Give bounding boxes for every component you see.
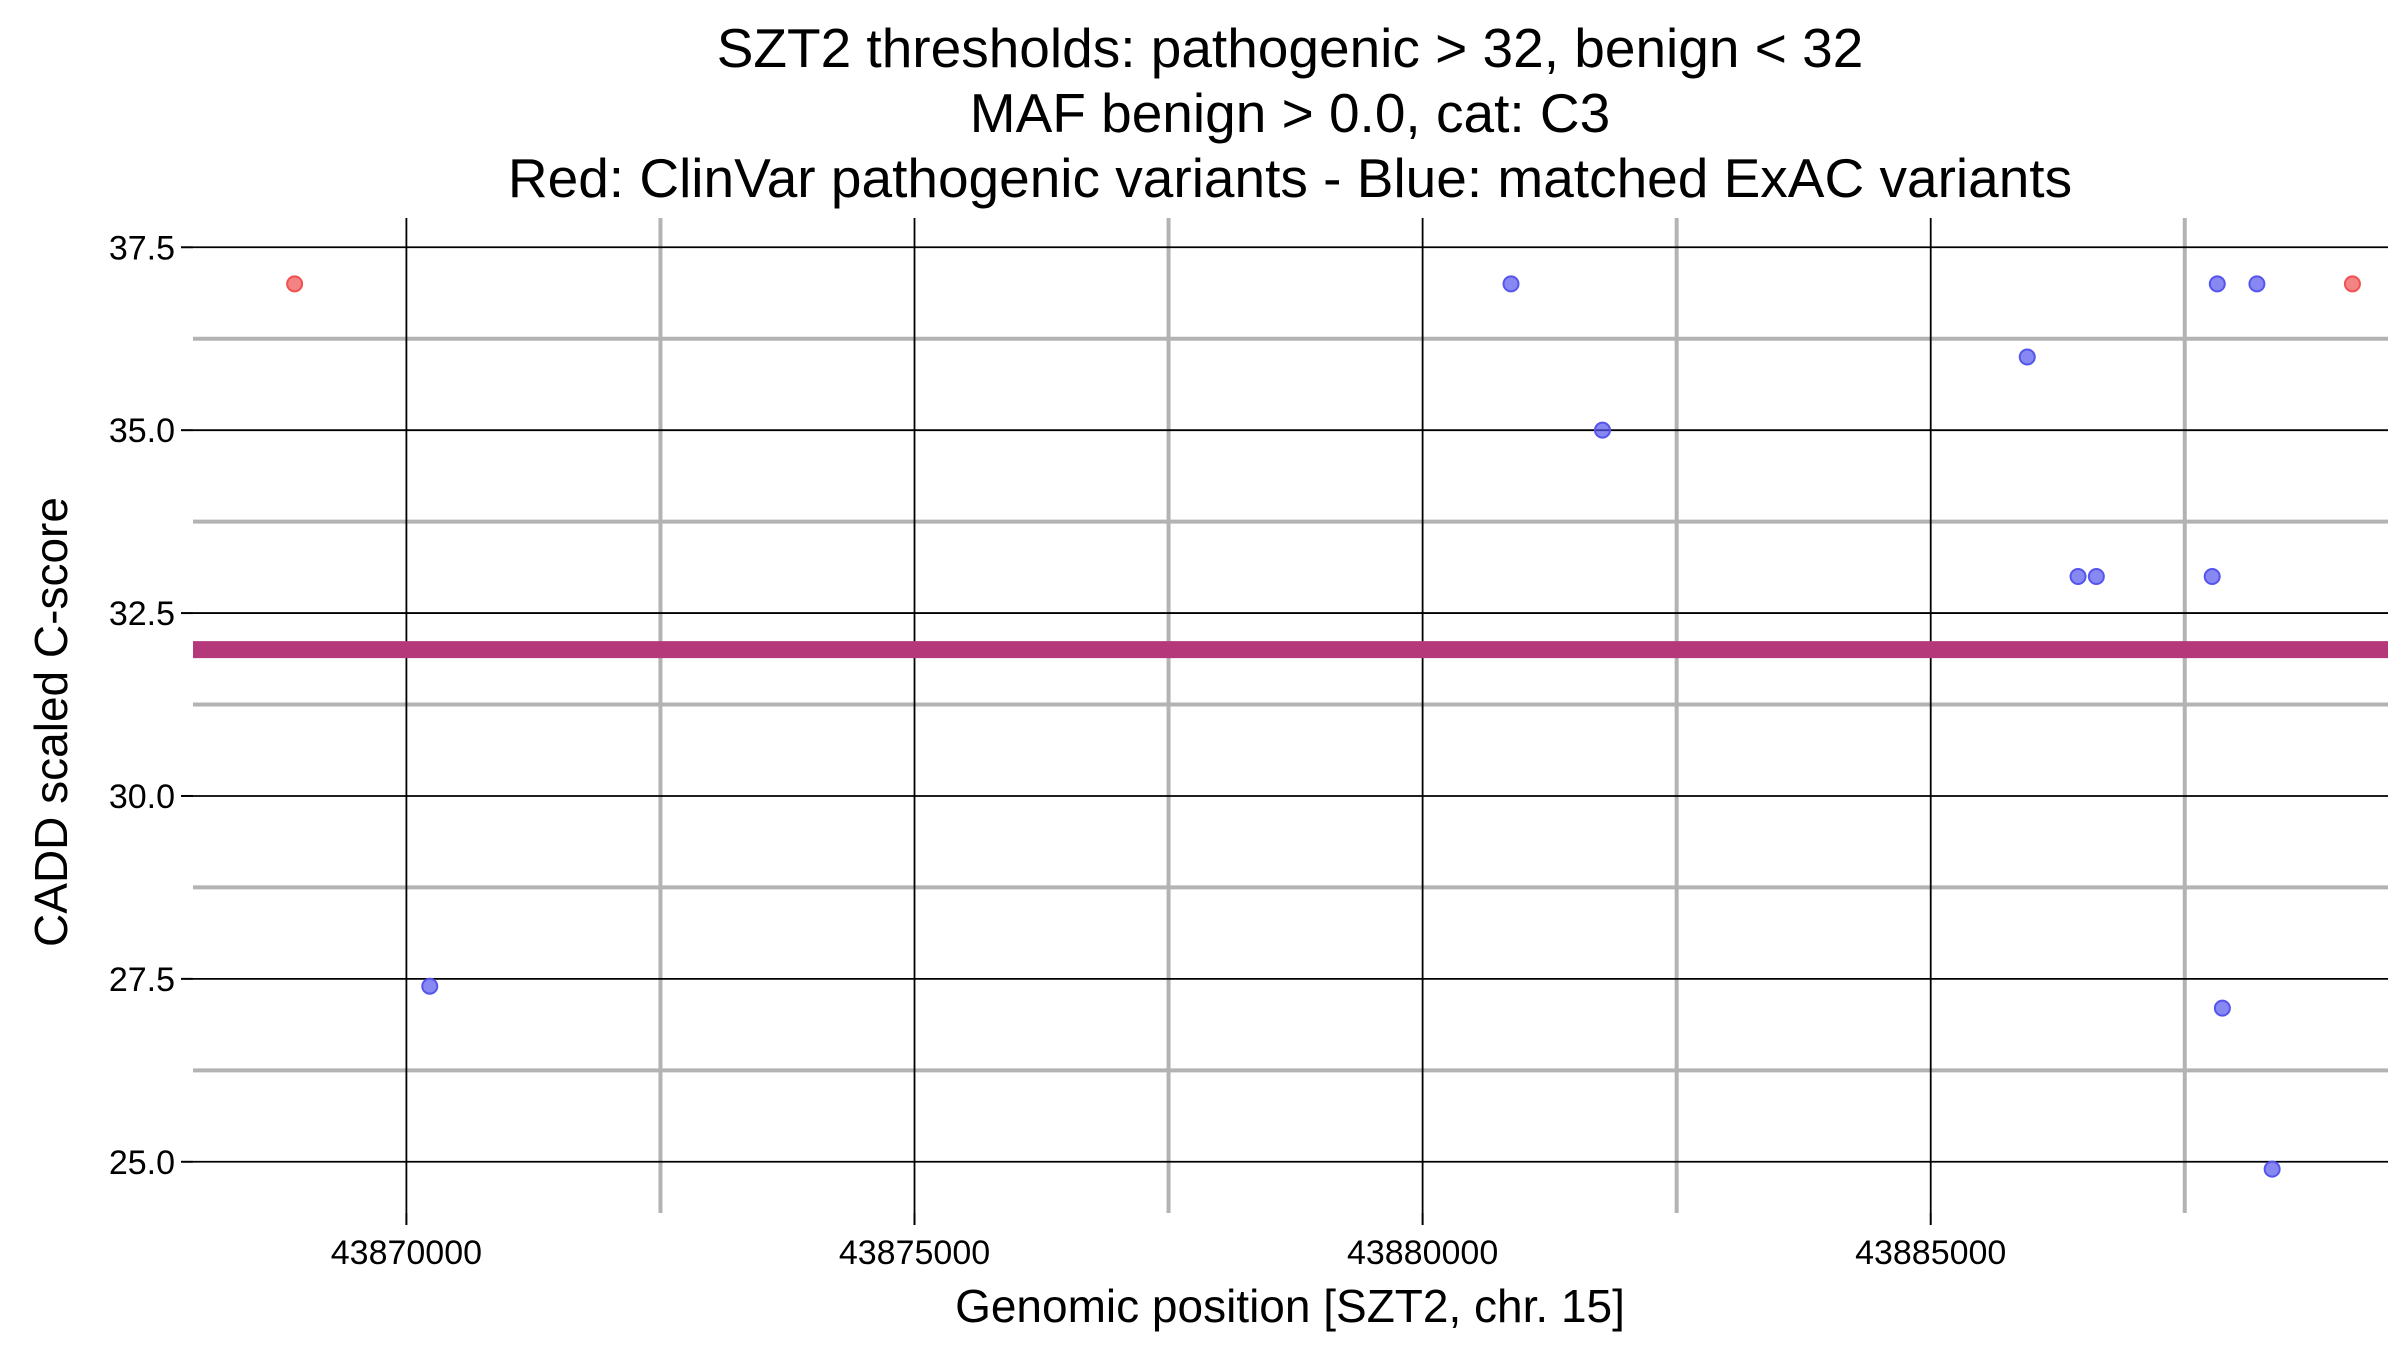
benign-point — [2213, 999, 2231, 1017]
benign-point — [2208, 275, 2226, 293]
pathogenic-point — [286, 275, 304, 293]
chart-title-line-3: Red: ClinVar pathogenic variants - Blue:… — [508, 147, 2072, 209]
benign-point — [2018, 348, 2036, 366]
pathogenic-point — [2343, 275, 2361, 293]
minor-grid — [193, 218, 2388, 1213]
chart-title: SZT2 thresholds: pathogenic > 32, benign… — [508, 17, 2072, 209]
y-tick-label: 30.0 — [109, 778, 175, 816]
major-grid — [193, 218, 2388, 1213]
benign-point — [1502, 275, 1520, 293]
x-axis-label: Genomic position [SZT2, chr. 15] — [955, 1280, 1625, 1332]
chart-title-line-2: MAF benign > 0.0, cat: C3 — [970, 82, 1610, 144]
x-tick-label: 43875000 — [839, 1234, 990, 1272]
x-tick-label: 43885000 — [1855, 1234, 2006, 1272]
y-axis-label: CADD scaled C-score — [25, 497, 77, 947]
chart-title-line-1: SZT2 thresholds: pathogenic > 32, benign… — [717, 17, 1864, 79]
x-tick-label: 43870000 — [331, 1234, 482, 1272]
benign-point — [1593, 421, 1611, 439]
benign-point — [2263, 1160, 2281, 1178]
data-points — [286, 275, 2361, 1178]
benign-point — [421, 977, 439, 995]
y-tick-label: 32.5 — [109, 595, 175, 633]
y-tick-label: 37.5 — [109, 229, 175, 267]
benign-point — [2248, 275, 2266, 293]
benign-point — [2069, 567, 2087, 585]
y-tick-label: 27.5 — [109, 961, 175, 999]
x-axis: 43870000 43875000 43880000 43885000 — [331, 1213, 2006, 1272]
y-tick-label: 25.0 — [109, 1144, 175, 1182]
y-axis: 25.0 27.5 30.0 32.5 35.0 37.5 — [109, 229, 193, 1182]
benign-point — [2203, 567, 2221, 585]
benign-point — [2087, 567, 2105, 585]
y-tick-label: 35.0 — [109, 412, 175, 450]
x-tick-label: 43880000 — [1347, 1234, 1498, 1272]
